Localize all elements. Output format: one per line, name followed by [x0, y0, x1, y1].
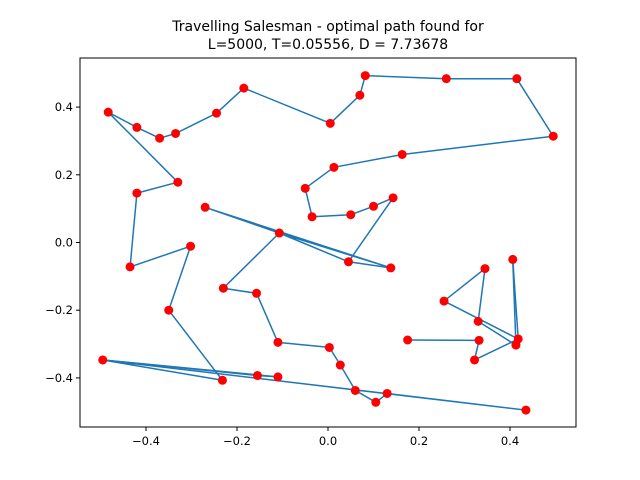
city-point — [511, 340, 521, 350]
x-tick-label: −0.4 — [132, 434, 160, 448]
city-point — [343, 257, 353, 267]
city-point — [218, 283, 228, 293]
city-point — [212, 108, 222, 118]
city-point — [335, 360, 345, 370]
city-point — [274, 228, 284, 238]
x-tick-label: 0.4 — [501, 434, 519, 448]
city-point — [132, 122, 142, 132]
city-point — [103, 107, 113, 117]
city-point — [441, 74, 451, 84]
city-point — [355, 90, 365, 100]
city-point — [273, 372, 283, 382]
y-tick-label: −0.2 — [45, 303, 73, 317]
city-point — [403, 335, 413, 345]
city-point — [382, 388, 392, 398]
city-point — [388, 193, 398, 203]
city-point — [155, 133, 165, 143]
city-point — [164, 305, 174, 315]
city-point — [473, 316, 483, 326]
y-tick-label: 0.0 — [55, 236, 73, 250]
y-tick-label: 0.4 — [55, 100, 73, 114]
city-point — [397, 149, 407, 159]
city-point — [125, 262, 135, 272]
axes-frame — [79, 57, 577, 428]
city-point — [360, 71, 370, 81]
x-tick-label: 0.0 — [319, 434, 337, 448]
city-point — [386, 263, 396, 273]
city-point — [171, 128, 181, 138]
city-point — [252, 288, 262, 298]
city-point — [512, 74, 522, 84]
city-point — [273, 337, 283, 347]
city-point — [346, 210, 356, 220]
city-point — [371, 397, 381, 407]
x-tick-label: 0.2 — [410, 434, 428, 448]
city-point — [350, 385, 360, 395]
city-point — [474, 335, 484, 345]
city-point — [252, 371, 262, 381]
city-point — [98, 355, 108, 365]
city-point — [480, 264, 490, 274]
chart-title-line-1: Travelling Salesman - optimal path found… — [171, 19, 484, 35]
city-point — [132, 188, 142, 198]
tour-segment — [443, 267, 486, 302]
city-point — [470, 355, 480, 365]
chart-title-line-2: L=5000, T=0.05556, D = 7.73678 — [208, 37, 448, 53]
city-point — [200, 202, 210, 212]
plot-area — [98, 71, 558, 415]
city-point — [439, 296, 449, 306]
x-axis: −0.4 −0.2 0.0 0.2 0.4 — [132, 427, 519, 448]
y-tick-label: 0.2 — [55, 168, 73, 182]
city-point — [521, 405, 531, 415]
city-point — [548, 131, 558, 141]
city-point — [325, 118, 335, 128]
city-point — [329, 162, 339, 172]
tour-segment — [477, 267, 486, 323]
y-axis: −0.4 −0.2 0.0 0.2 0.4 — [45, 100, 80, 385]
city-point — [173, 177, 183, 187]
y-tick-label: −0.4 — [45, 371, 73, 385]
city-point — [217, 375, 227, 385]
city-point — [307, 212, 317, 222]
city-point — [369, 201, 379, 211]
city-point — [239, 83, 249, 93]
x-tick-label: −0.2 — [223, 434, 251, 448]
city-point — [186, 241, 196, 251]
tour-segment — [102, 359, 279, 378]
city-point — [324, 342, 334, 352]
city-point — [508, 254, 518, 264]
tour-segment — [477, 320, 517, 346]
city-point — [300, 183, 310, 193]
tour-segment — [511, 258, 517, 346]
